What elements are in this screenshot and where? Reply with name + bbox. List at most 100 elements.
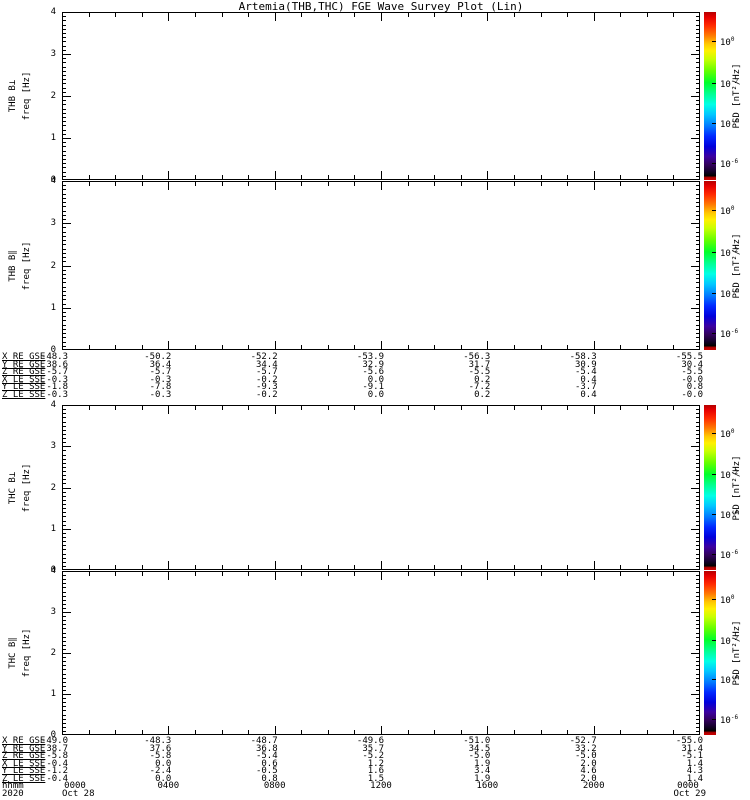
colorbar-tick [712,433,716,434]
y-tick [696,113,699,114]
y-tick [63,138,71,139]
y-tick [696,637,699,638]
x-tick [434,406,435,410]
y-tick [696,33,699,34]
y-tick [63,333,66,334]
y-tick [696,320,699,321]
y-tick [63,463,66,464]
x-tick [115,406,116,410]
y-tick [696,583,699,584]
y-tick [696,558,699,559]
x-tick [461,730,462,734]
x-tick [248,345,249,349]
y-tick [696,299,699,300]
ephemeris-thb-value: -48.3 [40,352,68,362]
ephemeris-thb-value: 0.4 [580,389,597,400]
x-tick [434,175,435,179]
ephemeris-thc-value: 3.4 [474,766,491,776]
y-tick-label: 1 [50,133,56,143]
x-tick [594,561,595,569]
colorbar-tick-label: 10-4 [720,674,739,687]
y-tick [691,653,699,654]
ephemeris-thb-value: 32.9 [362,359,384,370]
y-tick [63,270,66,271]
x-tick [408,182,409,186]
ephemeris-thc-row-label: X_RE_GSE [2,736,46,746]
y-tick [696,483,699,484]
y-tick [63,37,66,38]
y-tick [63,287,66,288]
y-tick-label: 4 [50,176,56,186]
y-tick [63,521,66,522]
x-tick [647,175,648,179]
y-tick [63,274,66,275]
x-tick [328,572,329,576]
y-tick [63,96,71,97]
x-tick [222,345,223,349]
y-tick [696,346,699,347]
y-tick [63,657,66,658]
x-tick [381,406,382,414]
y-tick [63,54,71,55]
y-tick [696,600,699,601]
y-tick [63,325,66,326]
year-label: 2020 [2,788,24,799]
x-tick [567,406,568,410]
y-tick [696,682,699,683]
y-tick [63,236,66,237]
colorbar-tick-label: 10-4 [720,287,739,300]
y-tick [63,342,66,343]
y-tick [63,219,66,220]
ephemeris-thb-value: -5.7 [149,367,172,377]
y-tick [63,320,66,321]
y-tick [696,240,699,241]
y-tick [63,549,66,550]
colorbar-tick-label: 10-6 [720,713,739,726]
y-tick [63,616,66,617]
x-tick [620,345,621,349]
ephemeris-thb-row-label: Z_RE_GSE [2,367,46,377]
y-tick [691,612,699,613]
ephemeris-thc-value: -55.0 [675,736,703,746]
y-tick [696,512,699,513]
ephemeris-thb-value: -0.0 [681,389,703,400]
x-tick [195,572,196,576]
ephemeris-thc-row-label: Z_RE_GSE [2,751,46,761]
ephemeris-thb-value: -5.5 [468,367,491,377]
x-tick [168,561,169,569]
y-tick [696,463,699,464]
y-tick-label: 2 [50,482,56,493]
y-tick [63,215,66,216]
y-tick [696,450,699,451]
y-tick [696,16,699,17]
colorbar-tick [712,554,716,555]
y-tick [63,488,71,489]
ephemeris-thc-row-label: Z_LE_SSE [2,773,46,784]
y-tick [691,446,699,447]
ephemeris-thb-value: -58.3 [569,352,597,362]
y-tick [63,459,66,460]
y-tick [696,261,699,262]
x-tick [222,730,223,734]
y-tick [63,426,66,427]
x-tick [248,565,249,569]
y-tick [696,508,699,509]
ephemeris-thb-value: 0.4 [580,374,597,385]
ephemeris-thc-value: 38.7 [46,743,68,754]
x-tick [647,406,648,410]
y-tick [696,333,699,334]
y-tick [691,138,699,139]
panel-1-colorbar-title: PSD [nT²/Hz] [732,63,742,129]
y-tick [696,417,699,418]
x-tick [647,345,648,349]
y-tick [696,537,699,538]
ephemeris-thc-value: -52.7 [569,736,597,746]
ephemeris-thc-value: 31.4 [681,743,703,754]
ephemeris-thc-value: 33.2 [574,743,597,754]
panel-2-label: THB B∥ [8,249,18,282]
y-tick [63,312,66,313]
y-tick-label: 4 [50,7,56,17]
y-tick [696,706,699,707]
y-tick [63,240,66,241]
y-tick [696,109,699,110]
